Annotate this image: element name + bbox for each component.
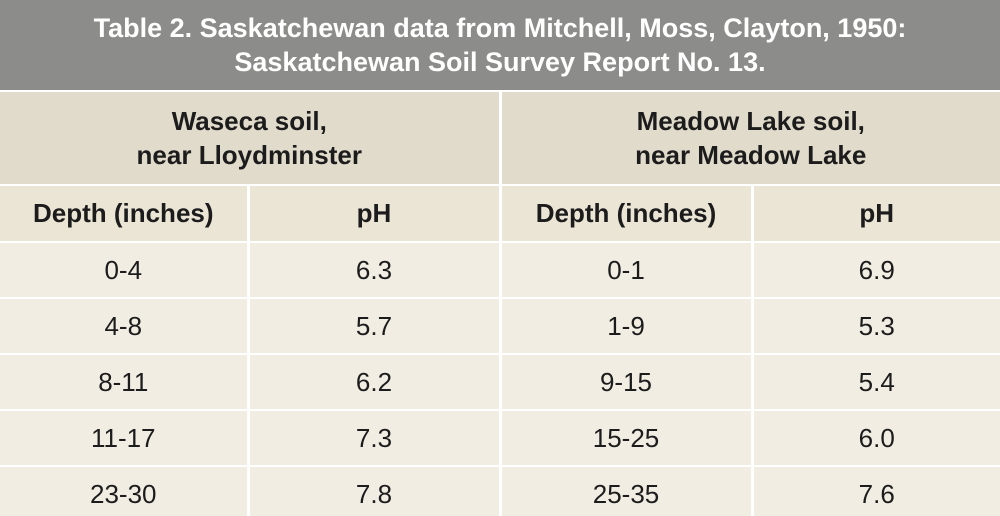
table-cell: 7.3 <box>246 409 500 466</box>
table-cell: 5.4 <box>750 353 1000 410</box>
soil-ph-table: Waseca soil, near Lloydminster Meadow La… <box>0 90 1000 516</box>
table-cell: 6.0 <box>750 409 1000 466</box>
table-row: 8-11 6.2 9-15 5.4 <box>0 353 1000 410</box>
table-cell: 4-8 <box>0 297 248 354</box>
table-cell: 6.9 <box>750 241 1000 298</box>
column-header-meadow-lake-ph: pH <box>750 184 1000 242</box>
table-cell: 15-25 <box>498 409 752 466</box>
group-header-waseca-line-2: near Lloydminster <box>136 140 362 170</box>
table-cell: 5.3 <box>750 297 1000 354</box>
table-cell: 0-4 <box>0 241 248 298</box>
column-header-waseca-depth: Depth (inches) <box>0 184 248 242</box>
table-cell: 11-17 <box>0 409 248 466</box>
table-cell: 7.8 <box>246 465 500 516</box>
column-header-meadow-lake-depth: Depth (inches) <box>498 184 752 242</box>
table-cell: 8-11 <box>0 353 248 410</box>
table-cell: 6.2 <box>246 353 500 410</box>
group-header-meadow-lake: Meadow Lake soil, near Meadow Lake <box>500 90 1000 185</box>
table-cell: 1-9 <box>498 297 752 354</box>
table-row: 23-30 7.8 25-35 7.6 <box>0 465 1000 516</box>
table-row: 0-4 6.3 0-1 6.9 <box>0 241 1000 298</box>
group-header-waseca-line-1: Waseca soil, <box>171 106 327 136</box>
group-header-waseca: Waseca soil, near Lloydminster <box>0 90 502 185</box>
column-header-waseca-ph: pH <box>246 184 500 242</box>
table-cell: 0-1 <box>498 241 752 298</box>
table-row: 4-8 5.7 1-9 5.3 <box>0 297 1000 354</box>
table-row: 11-17 7.3 15-25 6.0 <box>0 409 1000 466</box>
table-cell: 23-30 <box>0 465 248 516</box>
group-header-row: Waseca soil, near Lloydminster Meadow La… <box>0 90 1000 185</box>
table-title: Table 2. Saskatchewan data from Mitchell… <box>0 0 1000 90</box>
table-cell: 6.3 <box>246 241 500 298</box>
table-cell: 5.7 <box>246 297 500 354</box>
table-title-line-2: Saskatchewan Soil Survey Report No. 13. <box>234 47 766 77</box>
column-header-row: Depth (inches) pH Depth (inches) pH <box>0 184 1000 242</box>
group-header-meadow-lake-line-1: Meadow Lake soil, <box>636 106 865 136</box>
group-header-meadow-lake-line-2: near Meadow Lake <box>635 140 867 170</box>
table-cell: 7.6 <box>750 465 1000 516</box>
table-title-line-1: Table 2. Saskatchewan data from Mitchell… <box>93 13 907 43</box>
table-cell: 9-15 <box>498 353 752 410</box>
table-cell: 25-35 <box>498 465 752 516</box>
